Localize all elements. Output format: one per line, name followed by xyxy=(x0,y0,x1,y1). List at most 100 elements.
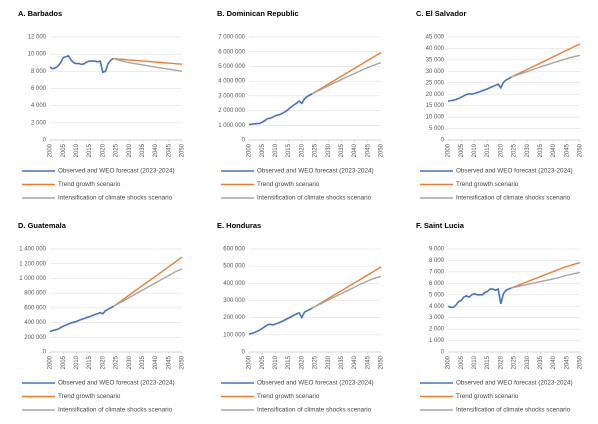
x-tick-label: 2015 xyxy=(87,355,93,369)
x-tick-label: 2020 xyxy=(498,355,504,369)
y-tick-label: 600 000 xyxy=(24,305,46,311)
x-tick-label: 2050 xyxy=(180,355,186,369)
series-line xyxy=(49,54,114,74)
chart-panel: B. Dominican Republic 0 1 000 000 2 000 000… xyxy=(217,9,385,202)
x-tick-label: 2015 xyxy=(87,143,93,157)
x-tick-label: 2015 xyxy=(485,143,491,157)
chart-panel: D. Guatemala 0 200 000 400 000 600 000 800 00… xyxy=(18,221,186,414)
y-tick-label: 5 000 xyxy=(429,126,445,132)
x-tick-label: 2030 xyxy=(127,355,133,369)
y-tick-label: 2 000 000 xyxy=(218,108,245,114)
chart-panel: A. Barbados 0 2 000 4 000 6 000 8 000 10 000 12… xyxy=(18,9,186,202)
legend-label: Observed and WEO forecast (2023-2024) xyxy=(456,168,573,175)
legend-label: Observed and WEO forecast (2023-2024) xyxy=(456,380,573,387)
y-tick-label: 6 000 xyxy=(429,281,445,287)
y-tick-label: 0 xyxy=(43,350,47,356)
y-tick-label: 1 000 000 xyxy=(218,123,245,129)
legend-label: Intensification of climate shocks scenar… xyxy=(257,195,372,202)
x-tick-label: 2035 xyxy=(140,143,146,157)
series-line xyxy=(312,61,382,95)
x-tick-label: 2045 xyxy=(166,355,172,369)
y-tick-label: 35 000 xyxy=(426,57,445,63)
legend-label: Observed and WEO forecast (2023-2024) xyxy=(58,380,175,387)
y-tick-label: 0 xyxy=(43,138,47,144)
x-tick-label: 2015 xyxy=(485,355,491,369)
series-line xyxy=(248,307,313,335)
y-tick-label: 200 000 xyxy=(24,335,46,341)
x-tick-label: 2045 xyxy=(564,143,570,157)
x-tick-label: 2030 xyxy=(127,143,133,157)
chart-panel: E. Honduras 0 100 000 200 000 300 000 400 000… xyxy=(217,221,385,414)
x-tick-label: 2030 xyxy=(525,355,531,369)
x-tick-label: 2040 xyxy=(551,143,557,157)
x-tick-label: 2045 xyxy=(166,143,172,157)
y-tick-label: 0 xyxy=(441,138,445,144)
legend-label: Trend growth scenario xyxy=(257,181,320,188)
y-tick-label: 4 000 000 xyxy=(218,79,245,85)
y-tick-label: 0 xyxy=(242,138,246,144)
y-tick-label: 12 000 xyxy=(28,35,47,41)
y-tick-label: 2 000 xyxy=(31,120,47,126)
chart-panel: F. Saint Lucia 0 1 000 2 000 3 000 4 000 5 000… xyxy=(416,221,584,414)
series-line xyxy=(113,268,183,308)
legend-label: Intensification of climate shocks scenar… xyxy=(58,195,173,202)
x-tick-label: 2040 xyxy=(551,355,557,369)
x-tick-label: 2000 xyxy=(48,355,54,369)
x-tick-label: 2010 xyxy=(273,355,279,369)
y-tick-label: 1 000 000 xyxy=(19,276,46,282)
x-tick-label: 2000 xyxy=(48,143,54,157)
series-line xyxy=(49,305,114,333)
x-tick-label: 2040 xyxy=(153,355,159,369)
legend-label: Intensification of climate shocks scenar… xyxy=(257,407,372,414)
y-tick-label: 4 000 xyxy=(429,304,445,310)
x-tick-label: 2000 xyxy=(446,143,452,157)
y-tick-label: 5 000 xyxy=(429,292,445,298)
x-tick-label: 2000 xyxy=(247,355,253,369)
y-tick-label: 25 000 xyxy=(426,80,445,86)
y-tick-label: 40 000 xyxy=(426,46,445,52)
y-tick-label: 1 000 xyxy=(429,338,445,344)
y-tick-label: 7 000 000 xyxy=(218,35,245,41)
x-tick-label: 2030 xyxy=(326,355,332,369)
y-tick-label: 30 000 xyxy=(426,69,445,75)
y-tick-label: 400 000 xyxy=(223,281,245,287)
x-tick-label: 2020 xyxy=(498,143,504,157)
series-line xyxy=(511,262,581,289)
y-tick-label: 1 400 000 xyxy=(19,247,46,253)
chart-title: E. Honduras xyxy=(217,221,261,230)
y-tick-label: 8 000 xyxy=(31,69,47,75)
y-tick-label: 7 000 xyxy=(429,269,445,275)
y-tick-label: 400 000 xyxy=(24,320,46,326)
x-tick-label: 2045 xyxy=(365,355,371,369)
legend-label: Intensification of climate shocks scenar… xyxy=(456,407,571,414)
x-tick-label: 2010 xyxy=(74,143,80,157)
legend-label: Intensification of climate shocks scenar… xyxy=(58,407,173,414)
x-tick-label: 2050 xyxy=(180,143,186,157)
x-tick-label: 2000 xyxy=(446,355,452,369)
series-line xyxy=(112,256,183,307)
x-tick-label: 2050 xyxy=(578,355,584,369)
y-tick-label: 4 000 xyxy=(31,103,47,109)
x-tick-label: 2025 xyxy=(512,143,518,157)
series-line xyxy=(312,275,382,309)
x-tick-label: 2005 xyxy=(260,143,266,157)
y-tick-label: 3 000 000 xyxy=(218,93,245,99)
x-tick-label: 2035 xyxy=(538,143,544,157)
x-tick-label: 2005 xyxy=(459,143,465,157)
x-tick-label: 2025 xyxy=(313,143,319,157)
x-tick-label: 2025 xyxy=(512,355,518,369)
x-tick-label: 2010 xyxy=(273,143,279,157)
x-tick-label: 2020 xyxy=(299,143,305,157)
x-tick-label: 2040 xyxy=(352,355,358,369)
x-tick-label: 2000 xyxy=(247,143,253,157)
series-line xyxy=(447,76,512,102)
y-tick-label: 8 000 xyxy=(429,258,445,264)
legend-label: Trend growth scenario xyxy=(58,181,121,188)
x-tick-label: 2020 xyxy=(100,143,106,157)
y-tick-label: 0 xyxy=(441,350,445,356)
legend-label: Trend growth scenario xyxy=(58,393,121,400)
x-tick-label: 2050 xyxy=(578,143,584,157)
y-tick-label: 200 000 xyxy=(223,315,245,321)
y-tick-label: 500 000 xyxy=(223,264,245,270)
